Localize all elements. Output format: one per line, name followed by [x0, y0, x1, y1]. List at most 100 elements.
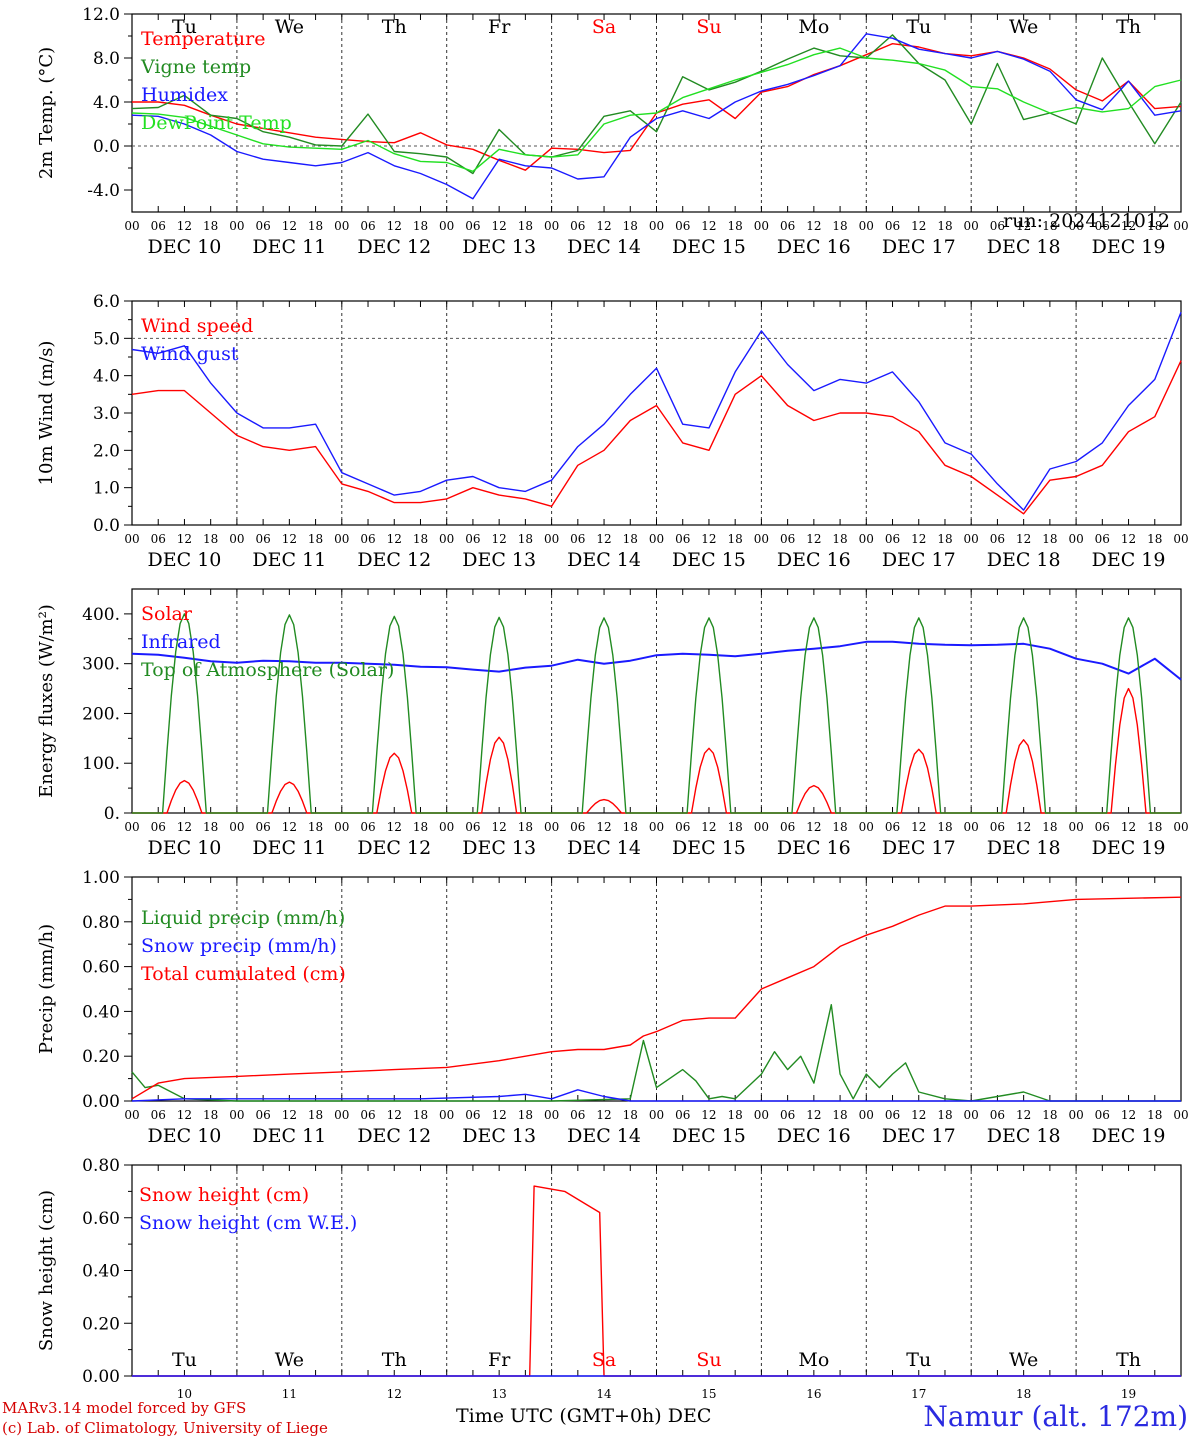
- legend-entry: Wind speed: [141, 315, 253, 337]
- series-line-snow-height-cm: [132, 1185, 1181, 1377]
- series-line-dewpoint-temp: [131, 47, 1182, 172]
- y-tick-label: 300.: [82, 655, 120, 675]
- y-tick-label: 0.40: [82, 1002, 120, 1022]
- date-label: DEC 19: [1092, 549, 1166, 571]
- date-label: DEC 16: [777, 1125, 851, 1147]
- date-label: DEC 19: [1092, 1125, 1166, 1147]
- hour-tick-label: 06: [570, 1108, 585, 1122]
- date-label: DEC 10: [148, 236, 222, 258]
- hour-tick-label: 18: [1042, 219, 1057, 233]
- hour-tick-label: 06: [990, 820, 1005, 834]
- hour-tick-label: 18: [937, 532, 952, 546]
- hour-tick-label: 06: [885, 1108, 900, 1122]
- hour-tick-label: 12: [596, 219, 611, 233]
- weekday-label: Tu: [172, 16, 197, 38]
- hour-tick-label: 00: [754, 820, 769, 834]
- legend-entry: Liquid precip (mm/h): [141, 907, 345, 929]
- series-line-top-of-atmosphere-solar: [132, 613, 1181, 814]
- hour-tick-label: 00: [859, 820, 874, 834]
- weekday-label: Th: [382, 1349, 407, 1371]
- y-axis-title: Energy fluxes (W/m²): [36, 604, 57, 798]
- hour-tick-label: 12: [1121, 532, 1136, 546]
- weekday-label: Su: [696, 1349, 721, 1371]
- hour-tick-label: 00: [859, 532, 874, 546]
- series-line-wind-speed: [131, 360, 1182, 515]
- y-axis-title: 2m Temp. (°C): [36, 47, 57, 179]
- hour-tick-label: 06: [255, 532, 270, 546]
- hour-tick-label: 12: [1121, 820, 1136, 834]
- hour-tick-label: 00: [859, 1108, 874, 1122]
- panel-1: -4.0 0.0 4.0 8.0 12.0 2m Temp. (°C) Temperatur…: [36, 5, 1189, 258]
- hour-tick-label: 06: [360, 532, 375, 546]
- date-label: DEC 17: [882, 236, 956, 258]
- hour-tick-label: 18: [203, 820, 218, 834]
- day-number-label: 10: [177, 1387, 192, 1401]
- legend-entry: Infrared: [141, 631, 221, 653]
- y-tick-label: 3.0: [93, 404, 120, 424]
- hour-tick-label: 18: [1042, 532, 1057, 546]
- panel-2: 0.0 1.0 2.0 3.0 4.0 5.0 6.0 10m Wind (m/s) Wind …: [36, 292, 1189, 571]
- legend-entry: Total cumulated (cm): [141, 963, 346, 985]
- legend-entry: Solar: [141, 603, 193, 625]
- hour-tick-label: 18: [937, 1108, 952, 1122]
- y-tick-label: 1.00: [82, 868, 120, 888]
- y-tick-label: 0.00: [82, 1092, 120, 1112]
- hour-tick-label: 00: [649, 219, 664, 233]
- legend-entry: Snow precip (mm/h): [141, 935, 337, 957]
- hour-tick-label: 00: [439, 532, 454, 546]
- day-number-label: 16: [806, 1387, 821, 1401]
- date-label: DEC 15: [672, 1125, 746, 1147]
- hour-tick-label: 00: [649, 532, 664, 546]
- hour-tick-label: 06: [885, 820, 900, 834]
- day-number-label: 13: [492, 1387, 507, 1401]
- date-label: DEC 16: [777, 236, 851, 258]
- hour-tick-label: 18: [937, 820, 952, 834]
- day-number-label: 18: [1016, 1387, 1031, 1401]
- date-label: DEC 10: [148, 549, 222, 571]
- hour-tick-label: 06: [1095, 1108, 1110, 1122]
- y-tick-label: 12.0: [82, 5, 120, 25]
- hour-tick-label: 00: [229, 820, 244, 834]
- hour-tick-label: 18: [1042, 1108, 1057, 1122]
- hour-tick-label: 06: [570, 532, 585, 546]
- date-label: DEC 14: [567, 549, 641, 571]
- hour-tick-label: 12: [282, 1108, 297, 1122]
- hour-tick-label: 18: [728, 219, 743, 233]
- hour-tick-label: 12: [596, 820, 611, 834]
- hour-tick-label: 06: [151, 820, 166, 834]
- hour-tick-label: 18: [413, 1108, 428, 1122]
- hour-tick-label: 12: [1016, 1108, 1031, 1122]
- y-tick-label: 8.0: [93, 49, 120, 69]
- y-tick-label: 4.0: [93, 367, 120, 387]
- hour-tick-label: 12: [177, 1108, 192, 1122]
- hour-tick-label: 00: [544, 532, 559, 546]
- hour-tick-label: 00: [124, 219, 139, 233]
- hour-tick-label: 06: [570, 820, 585, 834]
- hour-tick-label: 00: [544, 219, 559, 233]
- weekday-label: Fr: [488, 1349, 511, 1371]
- hour-tick-label: 06: [360, 219, 375, 233]
- date-label: DEC 11: [252, 1125, 326, 1147]
- day-number-label: 14: [596, 1387, 612, 1401]
- hour-tick-label: 12: [1016, 532, 1031, 546]
- hour-tick-label: 18: [937, 219, 952, 233]
- y-tick-label: 0.40: [82, 1262, 120, 1282]
- y-tick-label: 0.: [104, 804, 120, 824]
- hour-tick-label: 00: [754, 1108, 769, 1122]
- hour-tick-label: 12: [1121, 219, 1136, 233]
- hour-tick-label: 06: [360, 820, 375, 834]
- series-line-snow-precip-mm-h: [131, 1089, 1181, 1102]
- hour-tick-label: 06: [151, 1108, 166, 1122]
- weekday-label: We: [1009, 1349, 1038, 1371]
- date-label: DEC 10: [148, 1125, 222, 1147]
- hour-tick-label: 12: [701, 532, 716, 546]
- weekday-label: Sa: [592, 16, 616, 38]
- hour-tick-label: 06: [1095, 532, 1110, 546]
- hour-tick-label: 18: [518, 532, 533, 546]
- model-credit: MARv3.14 model forced by GFS: [2, 1399, 247, 1417]
- hour-tick-label: 00: [1068, 820, 1083, 834]
- hour-tick-label: 18: [1042, 820, 1057, 834]
- hour-tick-label: 18: [728, 532, 743, 546]
- hour-tick-label: 12: [492, 820, 507, 834]
